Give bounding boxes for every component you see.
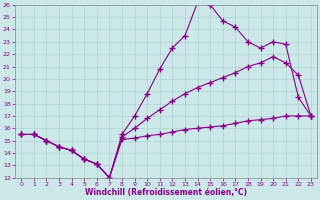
X-axis label: Windchill (Refroidissement éolien,°C): Windchill (Refroidissement éolien,°C): [85, 188, 247, 197]
